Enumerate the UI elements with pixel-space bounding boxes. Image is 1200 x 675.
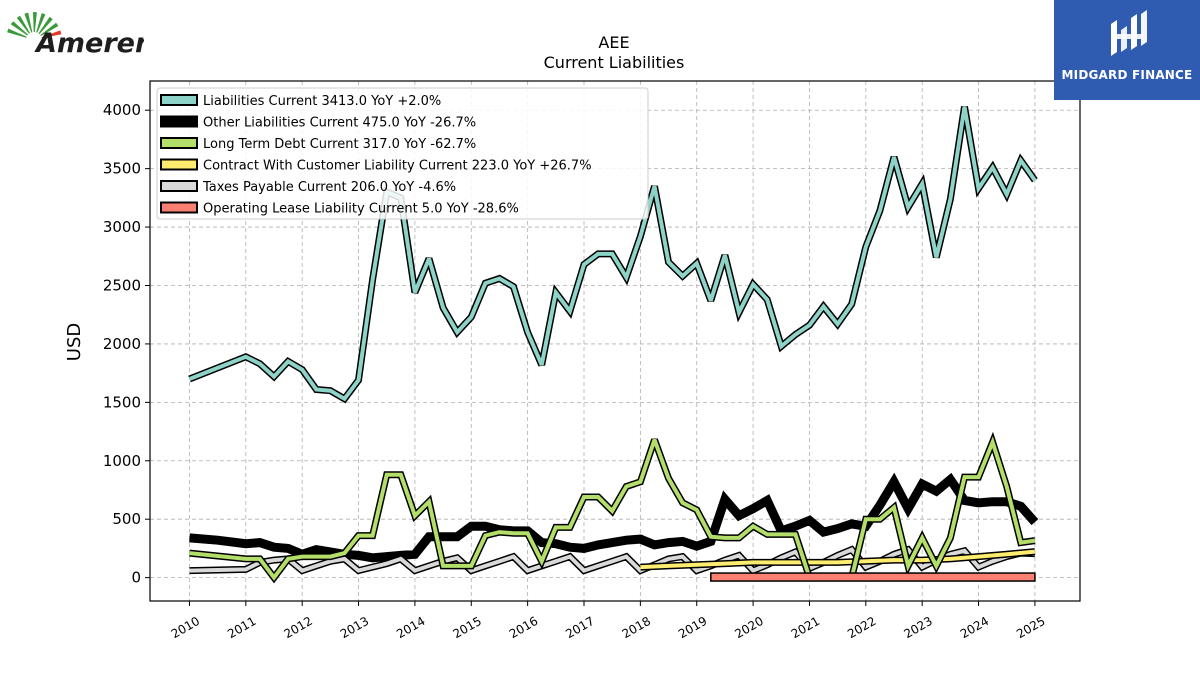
x-tick-label: 2025 [1014,614,1047,641]
legend-swatch [160,94,198,106]
y-tick-label: 500 [112,510,141,528]
midgard-monogram-icon [1111,10,1147,56]
legend-swatch [160,115,198,128]
x-tick-label: 2017 [563,614,596,641]
x-tick-label: 2021 [789,614,822,641]
ameren-logo: Ameren [4,4,154,60]
ameren-logo-text: Ameren [34,28,144,59]
x-tick-label: 2019 [676,614,709,641]
legend-swatch [160,137,198,149]
y-tick-label: 2500 [103,276,141,294]
chart-subtitle: Current Liabilities [544,53,685,72]
x-tick-label: 2016 [507,614,540,641]
ameren-sunburst-icon: Ameren [7,12,154,59]
chart-title: AEE [598,33,629,52]
series-line [188,106,1037,402]
x-tick-label: 2011 [225,614,258,641]
y-axis-label: USD [64,323,85,361]
y-tick-label: 2000 [103,335,141,353]
plot-frame [149,80,1081,602]
legend-entry: Long Term Debt Current 317.0 YoY -62.7% [203,137,476,152]
legend-entry: Operating Lease Liability Current 5.0 Yo… [203,202,519,217]
legend-entry: Other Liabilities Current 475.0 YoY -26.… [203,116,476,131]
operating-lease-bar [710,572,1036,582]
legend-swatch [160,158,198,171]
y-tick-label: 3000 [103,218,141,236]
x-tick-label: 2015 [451,614,484,641]
midgard-logo-text: MIDGARD FINANCE [1061,68,1193,82]
legend-entry: Taxes Payable Current 206.0 YoY -4.6% [202,180,456,195]
y-tick-label: 1000 [103,452,141,470]
legend-entry: Contract With Customer Liability Current… [203,159,592,174]
x-tick-label: 2018 [620,614,653,641]
y-tick-label: 3500 [103,160,141,178]
legend-swatch [160,180,198,192]
series-line [189,547,1035,573]
midgard-finance-logo: MIDGARD FINANCE [1054,0,1200,100]
x-tick-label: 2014 [394,614,427,641]
x-tick-label: 2020 [732,614,765,641]
x-tick-label: 2023 [901,614,934,641]
series-line [640,549,1036,570]
x-tick-label: 2010 [169,614,202,641]
x-tick-label: 2024 [958,614,991,641]
legend-entry: Liabilities Current 3413.0 YoY +2.0% [203,94,441,109]
x-tick-label: 2013 [338,614,371,641]
series-layer [188,106,1039,584]
y-tick-label: 1500 [103,393,141,411]
y-tick-label: 0 [131,569,141,587]
legend-box [156,87,649,220]
x-tick-label: 2022 [845,614,878,641]
legend-swatch [160,201,198,214]
legend: Liabilities Current 3413.0 YoY +2.0% Othe… [156,87,649,220]
series-line-outline [189,472,1039,563]
series-line [189,436,1036,581]
y-tick-label: 4000 [103,101,141,119]
x-tick-label: 2012 [281,614,314,641]
